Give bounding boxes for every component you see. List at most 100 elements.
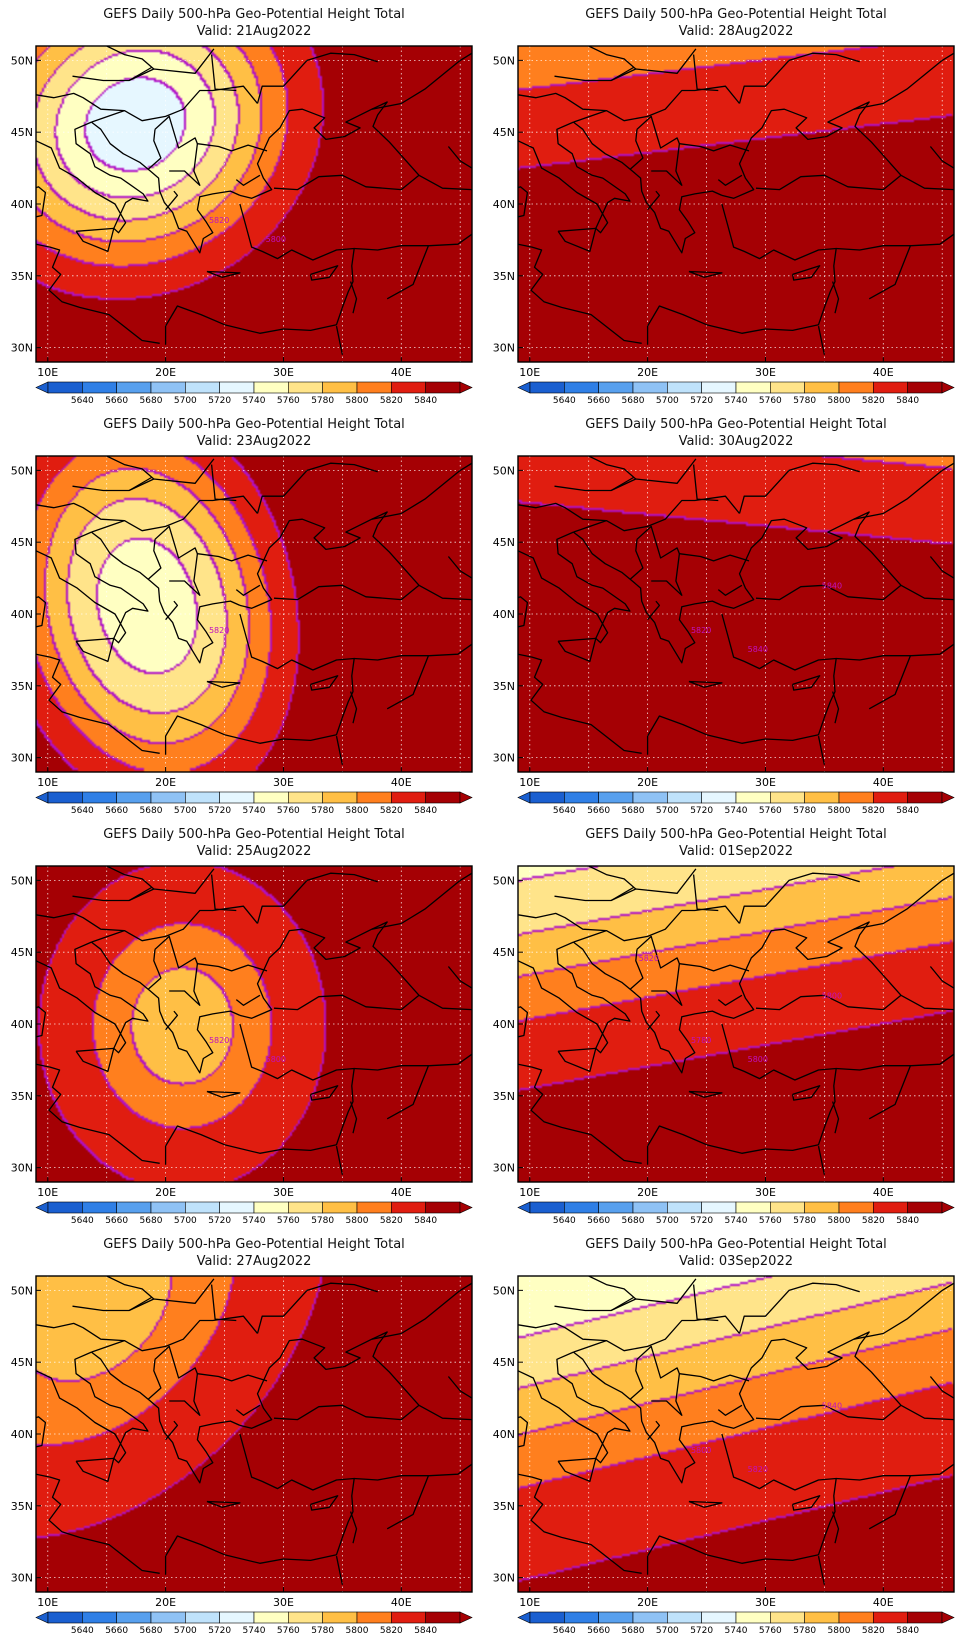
- coastline-segment: [900, 584, 954, 601]
- colorbar-swatch: [82, 381, 117, 394]
- lat-tick-label: 30N: [11, 1572, 33, 1585]
- coastlines: [36, 1276, 472, 1585]
- coastline-segment: [447, 1376, 472, 1399]
- lat-tick-label: 40N: [493, 1428, 515, 1441]
- coastline-segment: [688, 680, 723, 688]
- coastline-segment: [518, 121, 631, 234]
- colorbar-swatch: [735, 381, 771, 394]
- colorbar-swatch: [116, 1201, 152, 1214]
- coastline-segment: [518, 1416, 529, 1448]
- coastline-segment: [610, 458, 697, 492]
- colorbar-min-arrow: [35, 381, 49, 394]
- colorbar-label: 5720: [690, 396, 713, 406]
- coastline-segment: [900, 994, 954, 1011]
- colorbar-label: 5640: [71, 806, 94, 816]
- coastline-segment: [836, 1053, 954, 1071]
- colorbar-swatch: [356, 381, 392, 394]
- colorbar-swatch: [735, 1201, 771, 1214]
- colorbar-label: 5840: [896, 1626, 919, 1636]
- colorbar-swatch: [253, 1611, 289, 1624]
- coastline-segment: [717, 174, 743, 186]
- coastline-segment: [106, 456, 155, 480]
- coastline-segment: [91, 85, 259, 123]
- colorbar-label: 5820: [380, 1626, 403, 1636]
- colorbar-label: 5700: [656, 1626, 679, 1636]
- colorbar-label: 5660: [105, 396, 128, 406]
- coastline-segment: [239, 511, 420, 609]
- coastline-segment: [791, 265, 821, 281]
- coastline-segment: [36, 1322, 125, 1342]
- coastline-segment: [636, 525, 681, 559]
- lon-tick-label: 10E: [37, 776, 58, 789]
- colorbar-max-arrow: [941, 1201, 955, 1214]
- coastline-segment: [738, 52, 860, 104]
- coastline-segment: [447, 966, 472, 989]
- colorbar-label: 5720: [208, 1626, 231, 1636]
- colorbar-swatch: [770, 1201, 805, 1214]
- colorbar-swatch: [564, 1201, 599, 1214]
- colorbar-swatch: [838, 791, 874, 804]
- colorbar-swatch: [425, 381, 461, 394]
- coastline-segment: [791, 1085, 821, 1101]
- colorbar-swatch: [391, 1201, 426, 1214]
- coastline-segment: [36, 1006, 47, 1038]
- colorbar-swatch: [116, 791, 152, 804]
- colorbar-swatch: [322, 1611, 358, 1624]
- colorbar-swatch: [632, 791, 668, 804]
- colorbar-swatch: [701, 1201, 737, 1214]
- lat-tick-label: 35N: [493, 680, 515, 693]
- contour-label: 5820: [209, 626, 229, 635]
- lat-tick-label: 45N: [11, 1356, 33, 1369]
- coastline-segment: [128, 868, 215, 902]
- colorbar-swatch: [391, 791, 426, 804]
- lat-tick-label: 40N: [11, 1428, 33, 1441]
- coastline-segment: [688, 1090, 723, 1098]
- lat-tick-label: 35N: [493, 1090, 515, 1103]
- contour-label: 5840: [822, 582, 842, 591]
- colorbar-label: 5720: [690, 806, 713, 816]
- colorbar-swatch: [907, 791, 943, 804]
- coastline-segment: [738, 1282, 860, 1334]
- lat-tick-label: 35N: [493, 1500, 515, 1513]
- lat-tick-label: 50N: [11, 1284, 33, 1297]
- coastline-segment: [717, 994, 743, 1006]
- coastline-segment: [335, 1555, 344, 1585]
- colorbar: 5640 5660 5680 5700 5720 5740 5760 5780 5800 5820…: [517, 1611, 955, 1636]
- colorbar-label: 5680: [622, 1626, 645, 1636]
- coastline-segment: [354, 643, 472, 661]
- colorbar-swatch: [82, 1611, 117, 1624]
- coastline-segment: [557, 227, 597, 253]
- colorbar-label: 5820: [862, 1216, 885, 1226]
- colorbar-swatch: [150, 1201, 186, 1214]
- coastline-segment: [354, 1053, 472, 1071]
- coastline-segment: [557, 637, 597, 663]
- colorbar-swatch: [288, 381, 323, 394]
- colorbar-label: 5740: [243, 1626, 266, 1636]
- coastline-segment: [91, 121, 241, 254]
- colorbar-label: 5720: [208, 806, 231, 816]
- coastline-segment: [386, 1065, 430, 1120]
- coastline-segment: [154, 115, 199, 149]
- coastline-segment: [106, 46, 155, 70]
- coastline-segment: [128, 48, 215, 82]
- coastline-segment: [447, 146, 472, 169]
- colorbar-swatch: [735, 1611, 771, 1624]
- colorbar-label: 5680: [140, 1216, 163, 1226]
- colorbar-label: 5760: [759, 1626, 782, 1636]
- colorbar-swatch: [701, 381, 737, 394]
- lon-tick-label: 40E: [873, 1186, 894, 1199]
- colorbar-label: 5660: [105, 1626, 128, 1636]
- coastline-segment: [128, 458, 215, 492]
- height-field: [36, 1276, 472, 1592]
- colorbar-label: 5720: [690, 1216, 713, 1226]
- colorbar-label: 5840: [414, 806, 437, 816]
- coastline-segment: [91, 531, 241, 664]
- colorbar-swatch: [529, 1201, 565, 1214]
- coastline-segment: [239, 921, 420, 1019]
- coastline-segment: [36, 186, 47, 218]
- colorbar-swatch: [356, 791, 392, 804]
- colorbar-swatch: [150, 1611, 186, 1624]
- colorbar-swatch: [47, 381, 83, 394]
- lon-tick-label: 30E: [755, 366, 776, 379]
- panel-title: GEFS Daily 500-hPa Geo-Potential Height …: [585, 1237, 887, 1252]
